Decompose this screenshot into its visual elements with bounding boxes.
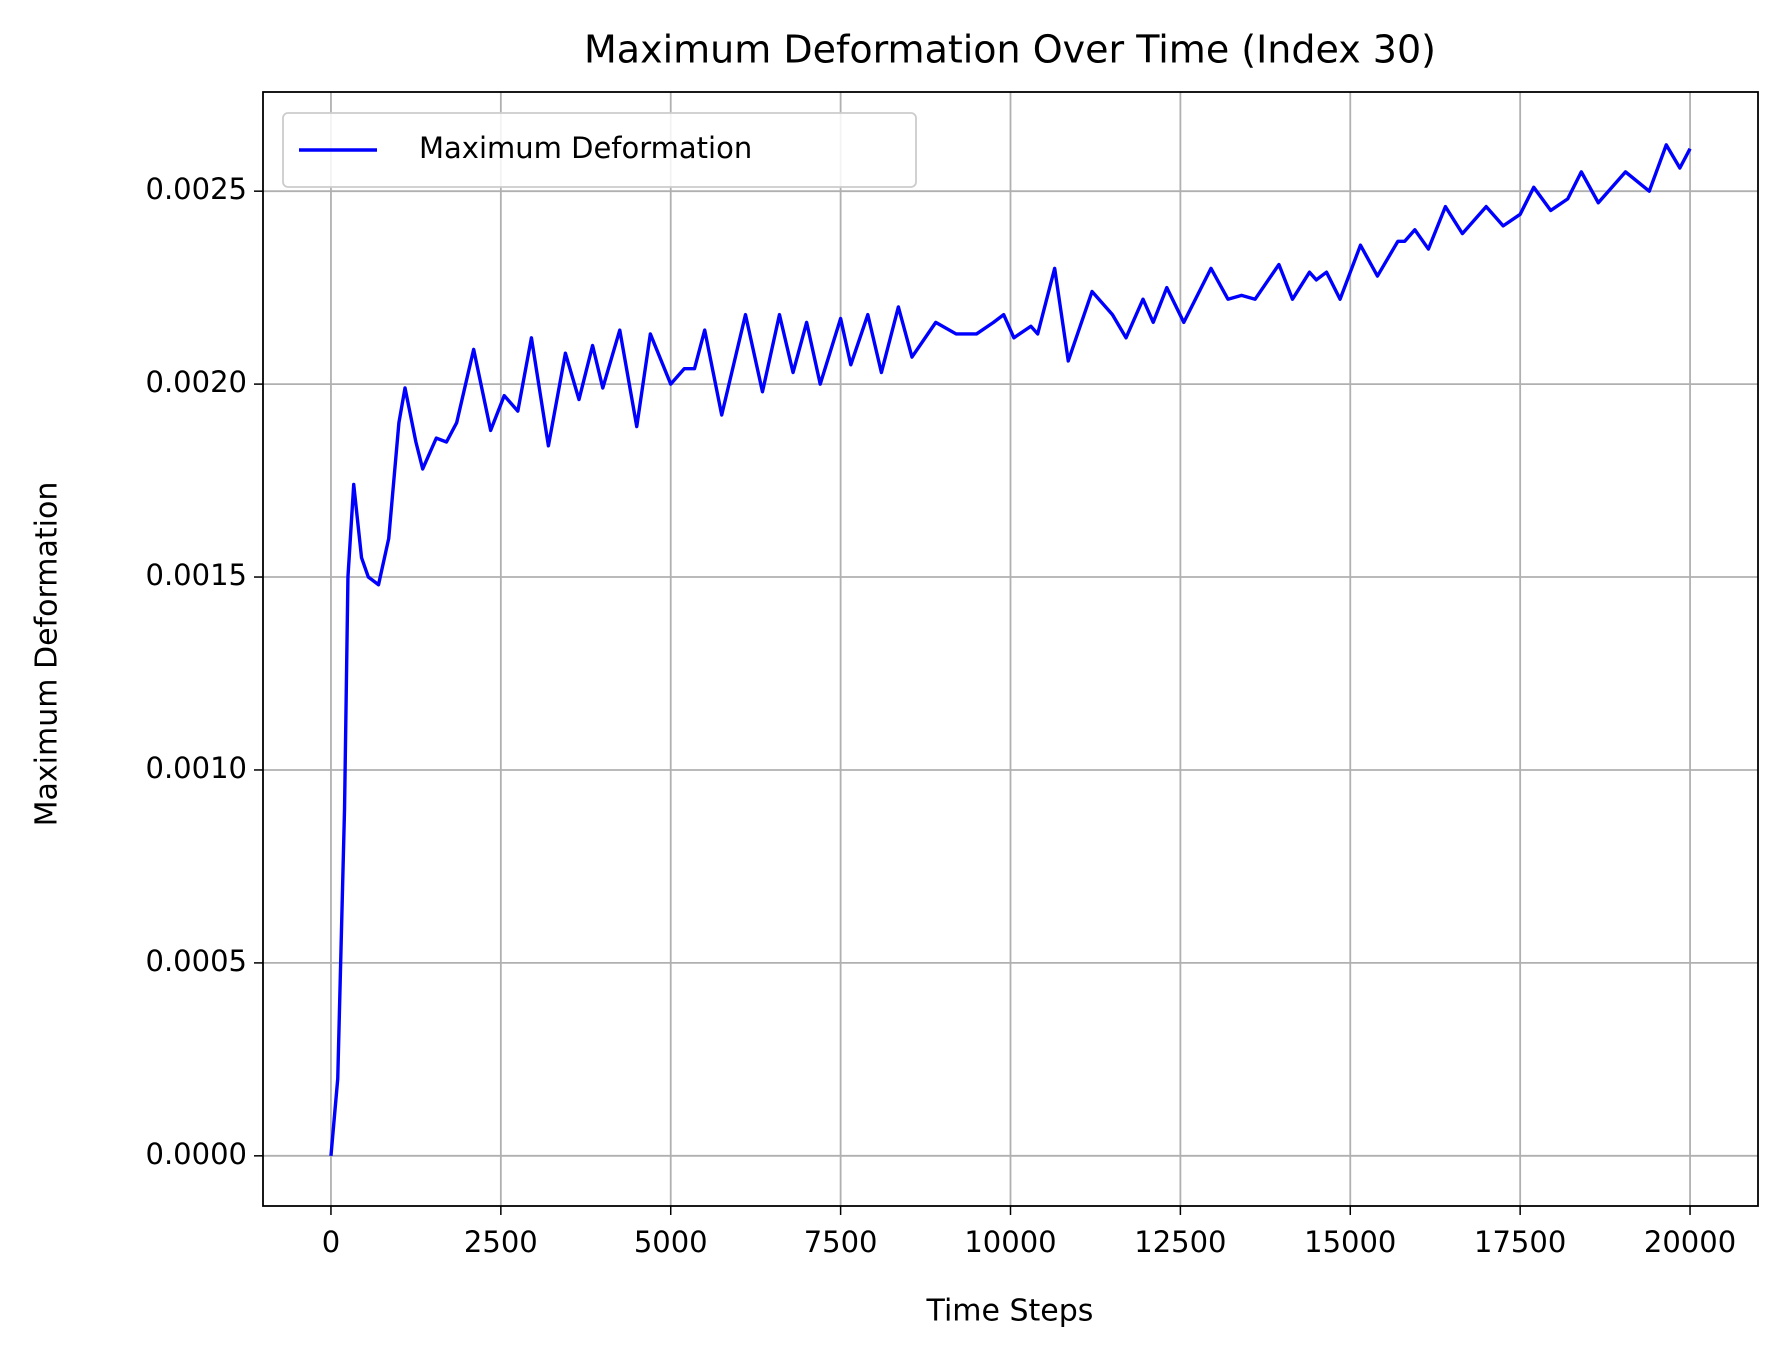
x-tick-label: 7500: [804, 1225, 878, 1259]
legend: Maximum Deformation: [282, 112, 917, 188]
plot-frame: [262, 91, 1759, 1207]
y-tick-label: 0.0020: [146, 365, 247, 399]
legend-box: [282, 112, 917, 188]
y-tick-label: 0.0015: [146, 558, 247, 592]
chart-title: Maximum Deformation Over Time (Index 30): [584, 28, 1436, 72]
x-tick-label: 2500: [464, 1225, 538, 1259]
data-line: [329, 143, 1692, 1156]
y-tick-label: 0.0010: [146, 751, 247, 785]
y-tick-label: 0.0005: [146, 944, 247, 978]
x-tick-label: 12500: [1134, 1225, 1226, 1259]
x-axis-label: Time Steps: [926, 1294, 1094, 1329]
y-tick-label: 0.0000: [146, 1137, 247, 1171]
y-tick-label: 0.0025: [146, 172, 247, 206]
x-tick-label: 17500: [1474, 1225, 1566, 1259]
x-tick-label: 0: [322, 1225, 340, 1259]
x-tick-label: 5000: [634, 1225, 708, 1259]
legend-label: Maximum Deformation: [419, 131, 752, 165]
x-tick-label: 10000: [964, 1225, 1056, 1259]
y-axis-label: Maximum Deformation: [30, 482, 65, 827]
x-tick-label: 15000: [1304, 1225, 1396, 1259]
x-tick-label: 20000: [1644, 1225, 1736, 1259]
